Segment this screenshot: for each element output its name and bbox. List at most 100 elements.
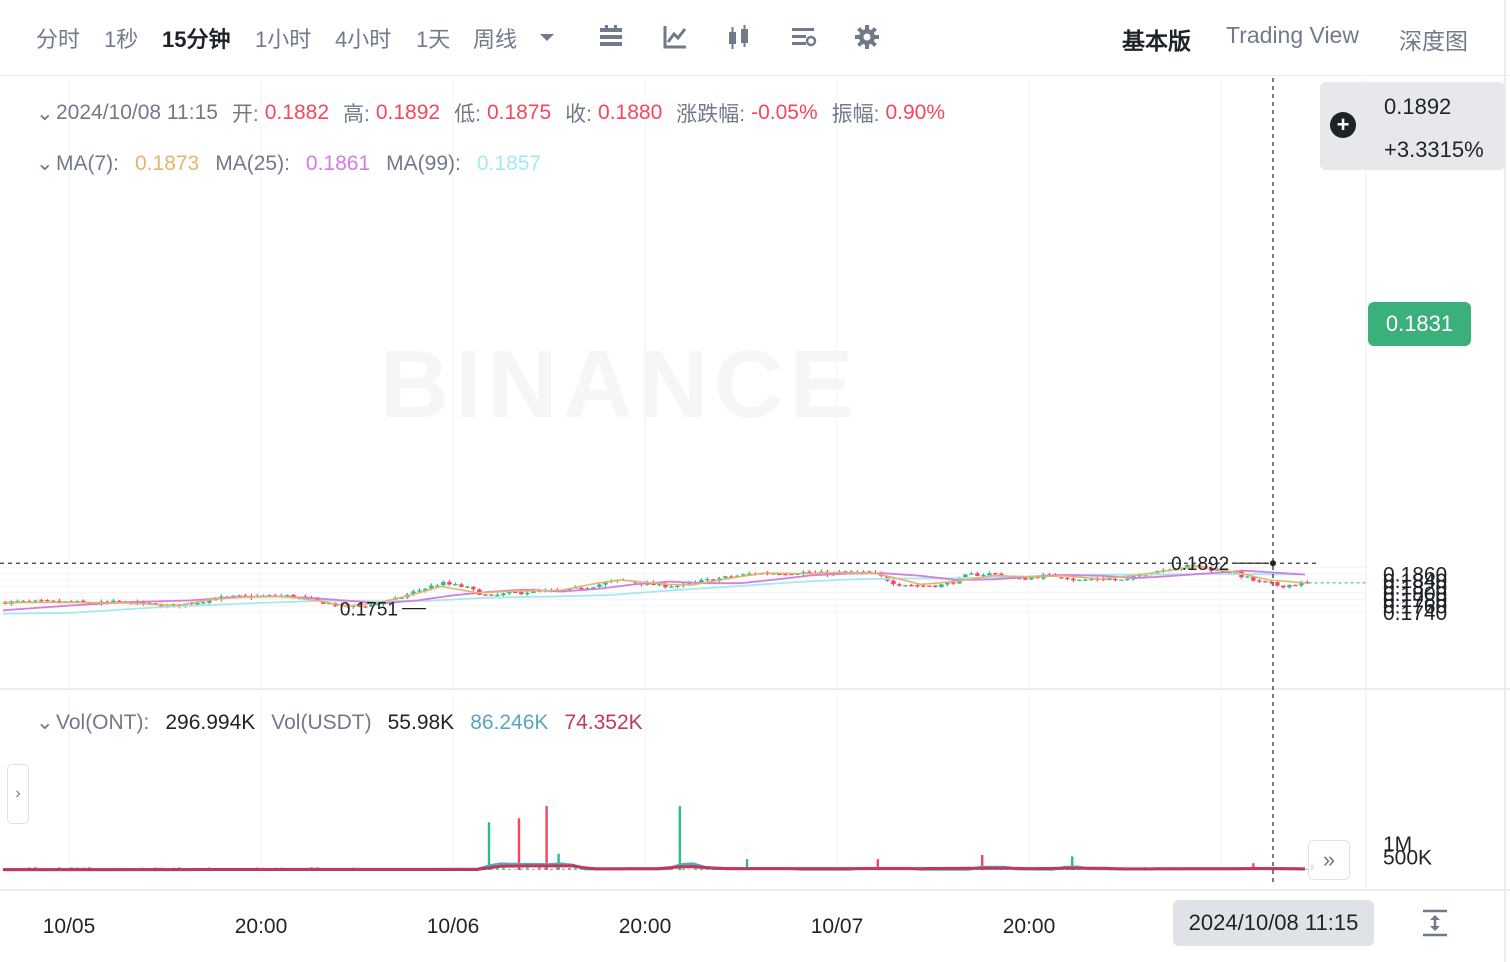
candle-body-19 xyxy=(117,600,122,602)
candle-body-72 xyxy=(435,585,440,587)
candle-body-116 xyxy=(699,580,704,583)
drawing-tools-icon[interactable] xyxy=(660,20,690,54)
candle-body-100 xyxy=(603,582,608,585)
candle-body-47 xyxy=(285,595,290,597)
volume-bar-82 xyxy=(495,867,499,870)
candle-body-160 xyxy=(963,574,968,578)
volume-spike-1 xyxy=(517,818,521,870)
price-tick-4: 0.1820 xyxy=(1383,576,1447,599)
candle-body-149 xyxy=(897,584,902,586)
ma7-value: 0.1873 xyxy=(135,151,200,175)
candle-body-81 xyxy=(489,594,494,596)
min-price-label: 0.1751 xyxy=(340,600,398,621)
price-tick-1: 0.1760 xyxy=(1383,596,1447,619)
crosshair-price: 0.1892 xyxy=(1384,94,1452,119)
high-value: 0.1892 xyxy=(375,101,441,124)
price-tick-5: 0.1840 xyxy=(1383,570,1447,593)
timeframe-1d[interactable]: 1天 xyxy=(416,27,451,52)
high-label: 高: xyxy=(343,103,370,126)
view-tab-tradingview[interactable]: Trading View xyxy=(1226,22,1359,48)
candle-body-60 xyxy=(363,606,368,608)
timeframe-weekly[interactable]: 周线 xyxy=(473,27,518,52)
timeframe-time-sharing[interactable]: 分时 xyxy=(36,27,81,52)
expand-sidebar-chevron-icon[interactable]: › xyxy=(7,764,29,824)
candle-body-59 xyxy=(357,605,362,607)
scroll-to-latest-icon[interactable]: » xyxy=(1308,840,1350,880)
candle-body-172 xyxy=(1035,577,1040,579)
candle-body-66 xyxy=(399,597,404,599)
add-alert-plus-icon[interactable]: + xyxy=(1330,112,1356,138)
candle-body-120 xyxy=(723,576,728,578)
candle-body-202 xyxy=(1215,569,1220,571)
volume-bar-113 xyxy=(681,868,685,870)
gear-icon[interactable] xyxy=(852,20,882,54)
candle-body-85 xyxy=(513,591,518,593)
candle-body-8 xyxy=(51,600,56,602)
volume-bar-91 xyxy=(549,869,553,870)
candle-body-161 xyxy=(969,573,974,575)
volume-bar-111 xyxy=(669,868,673,870)
low-label: 低: xyxy=(454,103,481,126)
amplitude-value: 0.90% xyxy=(885,101,946,124)
candle-body-6 xyxy=(39,600,44,602)
close-label: 收: xyxy=(565,103,593,126)
candle-body-77 xyxy=(465,586,470,588)
candle-body-198 xyxy=(1191,564,1196,567)
candle-style-icon[interactable] xyxy=(724,20,754,54)
timeframe-1h[interactable]: 1小时 xyxy=(255,27,312,52)
timeframe-15m[interactable]: 15分钟 xyxy=(162,27,231,52)
candle-body-62 xyxy=(375,603,380,606)
view-tab-basic[interactable]: 基本版 xyxy=(1122,28,1191,54)
collapse-chevron-icon[interactable]: ⌄ xyxy=(36,711,54,734)
collapse-chevron-icon[interactable]: ⌄ xyxy=(36,101,54,125)
more-timeframes-chevron-down-icon[interactable] xyxy=(536,20,558,54)
candle-body-26 xyxy=(159,604,164,608)
candle-body-169 xyxy=(1017,577,1022,580)
candle-body-199 xyxy=(1197,565,1202,567)
candle-body-96 xyxy=(579,587,584,590)
candle-body-18 xyxy=(111,600,116,603)
vol-ont-label: Vol(ONT): xyxy=(56,710,150,734)
ohlc-date: 2024/10/08 11:15 xyxy=(56,101,218,124)
candle-body-165 xyxy=(993,573,998,575)
volume-spike-5 xyxy=(745,859,749,870)
volume-ma2-line xyxy=(3,864,1305,872)
candle-body-178 xyxy=(1071,578,1076,581)
candle-body-204 xyxy=(1227,572,1232,574)
chart-settings-list-icon[interactable] xyxy=(788,20,818,54)
candle-body-33 xyxy=(201,602,206,604)
price-tick-6: 0.1860 xyxy=(1383,564,1447,587)
candle-body-216 xyxy=(1299,582,1304,586)
candle-body-82 xyxy=(495,594,500,597)
candle-body-171 xyxy=(1029,577,1034,580)
candle-body-213 xyxy=(1281,585,1286,588)
volume-bar-88 xyxy=(531,869,535,870)
price-tick-3: 0.1800 xyxy=(1383,583,1447,606)
candle-body-162 xyxy=(975,573,980,576)
volume-bar-115 xyxy=(693,867,697,870)
volume-spike-6 xyxy=(876,859,879,870)
volume-spike-0 xyxy=(487,822,491,870)
candle-body-118 xyxy=(711,579,716,582)
volume-bar-81 xyxy=(489,868,493,870)
candle-body-158 xyxy=(951,582,956,584)
time-tick-4: 10/07 xyxy=(811,915,864,938)
candle-body-73 xyxy=(441,581,446,586)
candle-body-112 xyxy=(675,585,680,588)
candle-body-25 xyxy=(153,603,158,605)
indicators-icon[interactable] xyxy=(596,20,626,54)
candle-body-131 xyxy=(789,573,794,576)
candle-body-124 xyxy=(747,573,752,575)
timeframe-4h[interactable]: 4小时 xyxy=(335,27,392,52)
fit-screen-icon[interactable] xyxy=(1418,906,1452,940)
volume-legend: ⌄ Vol(ONT): 296.994K Vol(USDT) 55.98K 86… xyxy=(36,710,657,735)
chart-toolbar: 分时 1秒 15分钟 1小时 4小时 1天 周线 基本版 Trading Vie… xyxy=(0,0,1510,76)
vol-usdt-label: Vol(USDT) xyxy=(271,710,372,734)
view-tab-depth[interactable]: 深度图 xyxy=(1399,28,1468,54)
volume-spike-7 xyxy=(981,855,984,870)
volume-tick-1: 1M xyxy=(1383,833,1412,856)
timeframe-1s[interactable]: 1秒 xyxy=(104,27,139,52)
candle-body-87 xyxy=(525,592,530,595)
collapse-chevron-icon[interactable]: ⌄ xyxy=(36,152,54,175)
